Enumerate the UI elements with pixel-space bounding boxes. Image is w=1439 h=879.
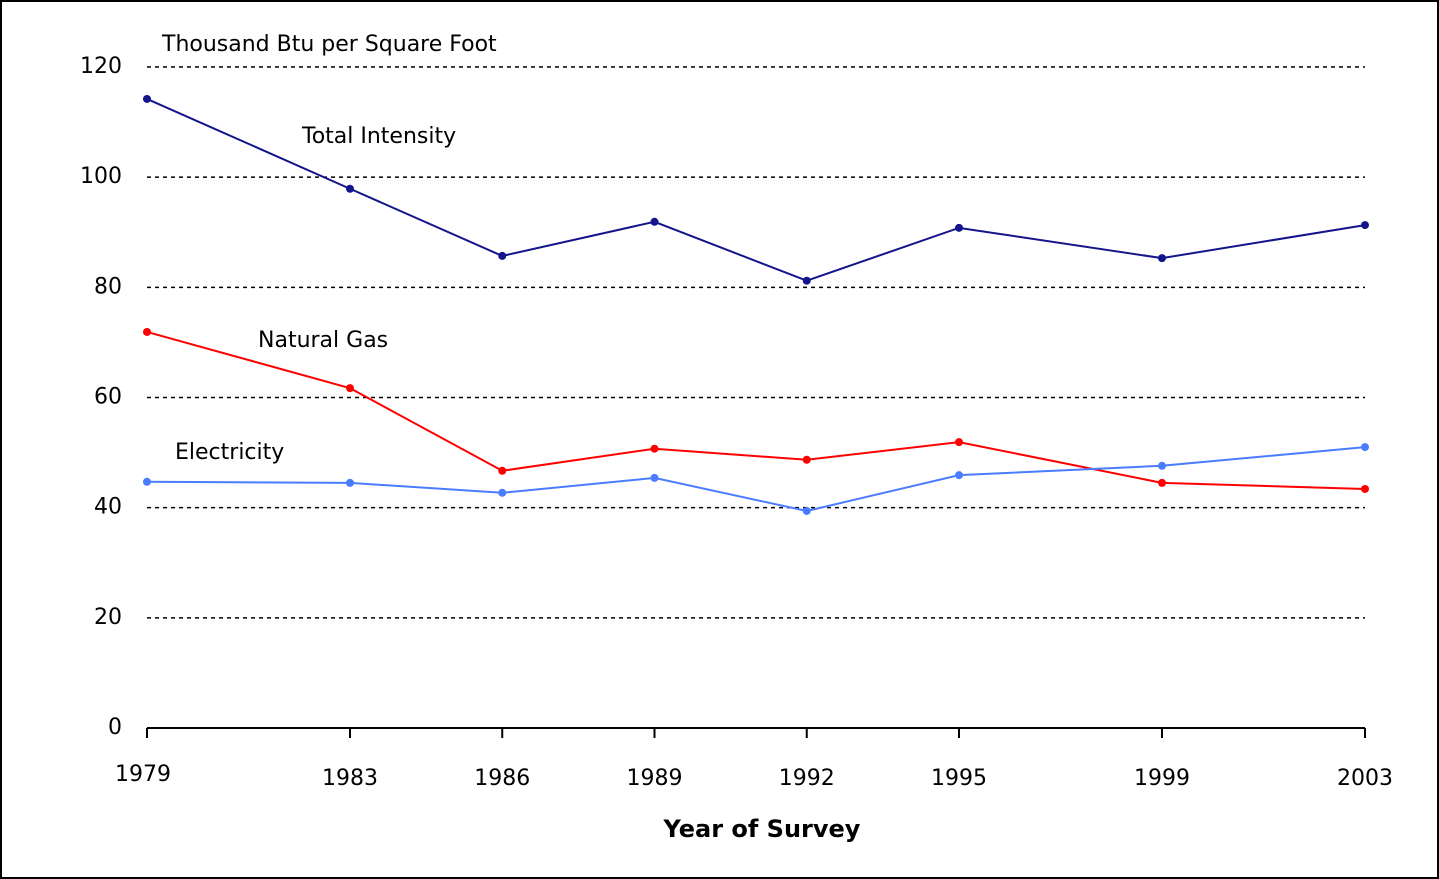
y-tick-label: 80	[94, 274, 122, 299]
data-point	[955, 471, 963, 480]
data-point	[955, 223, 963, 232]
data-point	[1361, 221, 1369, 230]
data-point	[1158, 478, 1166, 487]
data-point	[346, 184, 354, 193]
data-point	[802, 455, 811, 464]
data-point	[346, 384, 354, 393]
data-point	[650, 217, 659, 226]
data-point	[1158, 461, 1166, 470]
series-label: Natural Gas	[258, 328, 388, 353]
x-tick-label: 1999	[1134, 766, 1190, 791]
data-point	[143, 94, 151, 103]
y-tick-label: 60	[94, 385, 122, 410]
data-point	[143, 327, 151, 336]
data-point	[498, 466, 507, 475]
x-tick-label: 2003	[1337, 766, 1393, 791]
data-point	[955, 438, 963, 447]
series-line	[146, 98, 1366, 282]
series-label: Electricity	[175, 440, 284, 465]
y-tick-label: 120	[80, 54, 122, 79]
x-tick-label: 1983	[322, 766, 378, 791]
x-tick-label: 1986	[474, 766, 530, 791]
data-point	[650, 444, 659, 453]
x-tick-label: 1992	[779, 766, 835, 791]
y-tick-label: 100	[80, 164, 122, 189]
data-point	[1361, 484, 1369, 493]
y-axis-label: Thousand Btu per Square Foot	[161, 32, 497, 57]
data-point	[1158, 254, 1166, 263]
data-point	[650, 473, 659, 482]
x-tick-label: 1979	[115, 762, 171, 787]
series-line	[146, 446, 1366, 512]
series-line	[146, 330, 1366, 490]
data-point	[143, 477, 151, 486]
y-tick-label: 20	[94, 605, 122, 630]
data-point	[346, 478, 354, 487]
y-tick-label: 0	[108, 715, 122, 740]
series-label: Total Intensity	[301, 124, 456, 149]
data-point	[498, 251, 507, 260]
data-point	[1361, 443, 1369, 452]
data-point	[498, 488, 507, 497]
x-tick-label: 1995	[931, 766, 987, 791]
x-tick-label: 1989	[627, 766, 683, 791]
y-tick-label: 40	[94, 495, 122, 520]
x-axis-label: Year of Survey	[663, 815, 861, 843]
data-point	[802, 506, 811, 515]
data-point	[802, 276, 811, 285]
